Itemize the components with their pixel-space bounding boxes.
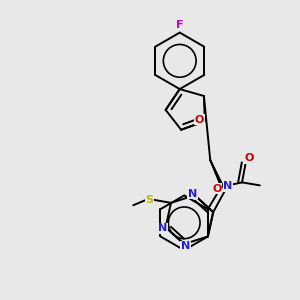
Text: O: O — [195, 115, 204, 125]
Text: S: S — [146, 195, 154, 205]
Text: N: N — [223, 181, 232, 191]
Text: O: O — [212, 184, 221, 194]
Text: N: N — [158, 223, 167, 233]
Text: N: N — [181, 242, 190, 251]
Text: N: N — [188, 189, 197, 199]
Text: F: F — [176, 20, 184, 30]
Text: O: O — [244, 153, 254, 163]
